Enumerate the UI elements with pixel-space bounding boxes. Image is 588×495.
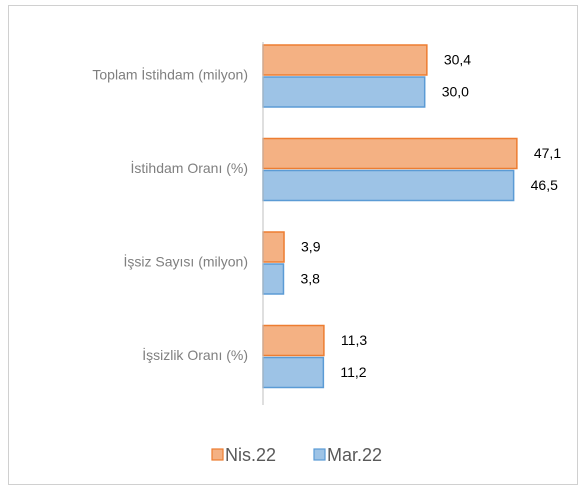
bar	[262, 324, 325, 357]
y-tick-label: İşsizlik Oranı (%)	[142, 346, 248, 363]
data-label: 11,2	[340, 364, 366, 380]
data-label: 47,1	[534, 145, 561, 161]
bar	[262, 137, 518, 170]
data-label: 3,9	[301, 239, 321, 255]
legend-label: Nis.22	[225, 445, 276, 465]
y-tick-label: İstihdam Oranı (%)	[131, 159, 248, 176]
y-tick-label: Toplam İstihdam (milyon)	[92, 66, 248, 83]
data-label: 3,8	[300, 271, 320, 287]
y-tick-label: İşsiz Sayısı (milyon)	[124, 253, 248, 270]
bar	[262, 169, 515, 202]
bar	[262, 76, 426, 108]
data-label: 46,5	[531, 177, 558, 193]
legend-label: Mar.22	[327, 445, 382, 465]
bar	[262, 44, 428, 76]
data-label: 30,0	[442, 84, 469, 100]
data-label: 11,3	[341, 332, 367, 348]
data-label: 30,4	[444, 52, 471, 68]
legend-swatch	[313, 448, 326, 461]
bar	[262, 356, 325, 389]
bar	[262, 263, 285, 295]
legend-swatch	[211, 448, 224, 461]
bar	[262, 231, 285, 263]
